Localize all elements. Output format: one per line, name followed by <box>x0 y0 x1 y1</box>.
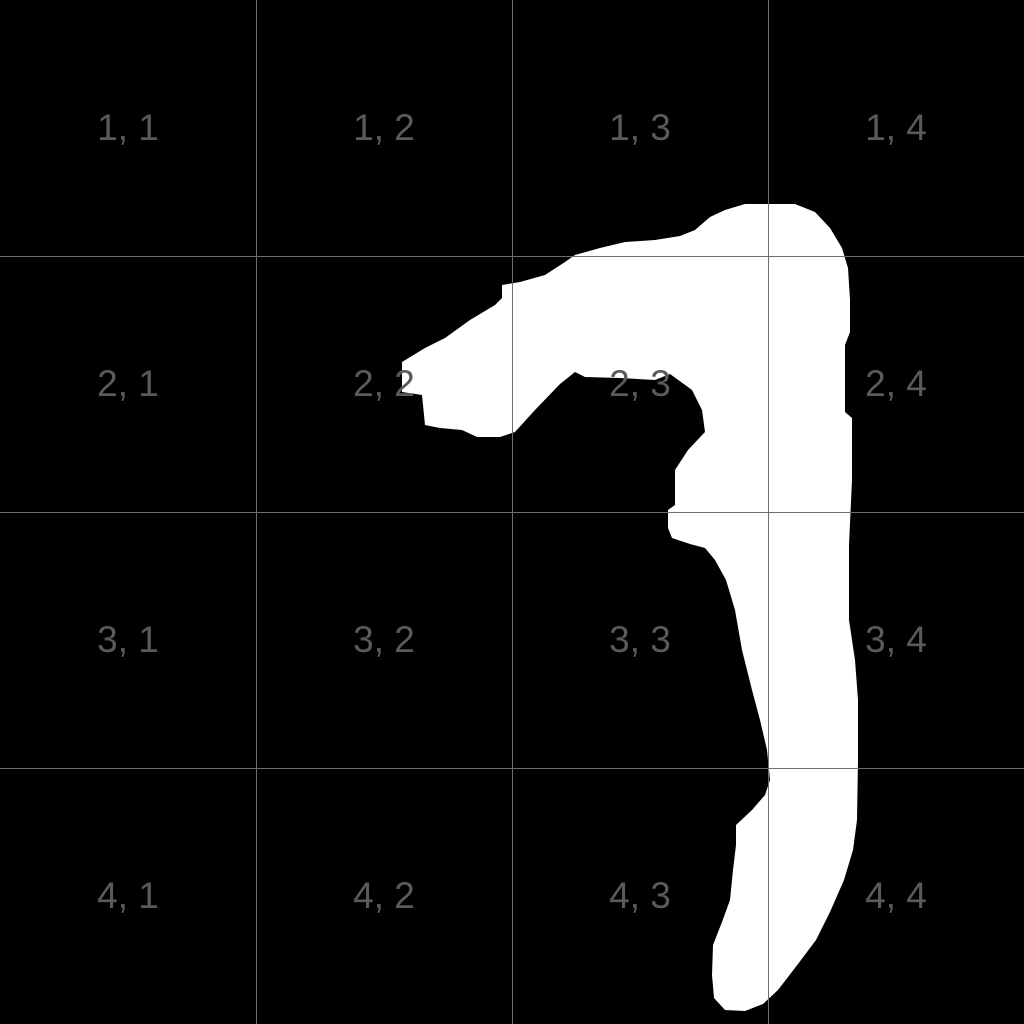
grid-cell-label: 2, 2 <box>353 363 415 404</box>
grid-cell-label: 1, 3 <box>609 107 671 148</box>
grid-cell-label: 3, 3 <box>609 619 671 660</box>
grid-cell-label: 4, 1 <box>97 875 159 916</box>
grid-cell-label: 2, 1 <box>97 363 159 404</box>
grid-cell-label: 1, 2 <box>353 107 415 148</box>
grid-cell-label: 3, 4 <box>865 619 927 660</box>
grid-cell-label: 2, 3 <box>609 363 671 404</box>
grid-cell-label: 4, 2 <box>353 875 415 916</box>
grid-cell-label: 4, 3 <box>609 875 671 916</box>
grid-cell-label: 1, 1 <box>97 107 159 148</box>
grid-cell-label: 1, 4 <box>865 107 927 148</box>
grid-cell-label: 3, 1 <box>97 619 159 660</box>
segmentation-mask <box>402 204 858 1011</box>
grid-cell-label: 3, 2 <box>353 619 415 660</box>
grid-cell-label: 4, 4 <box>865 875 927 916</box>
grid-cell-label: 2, 4 <box>865 363 927 404</box>
